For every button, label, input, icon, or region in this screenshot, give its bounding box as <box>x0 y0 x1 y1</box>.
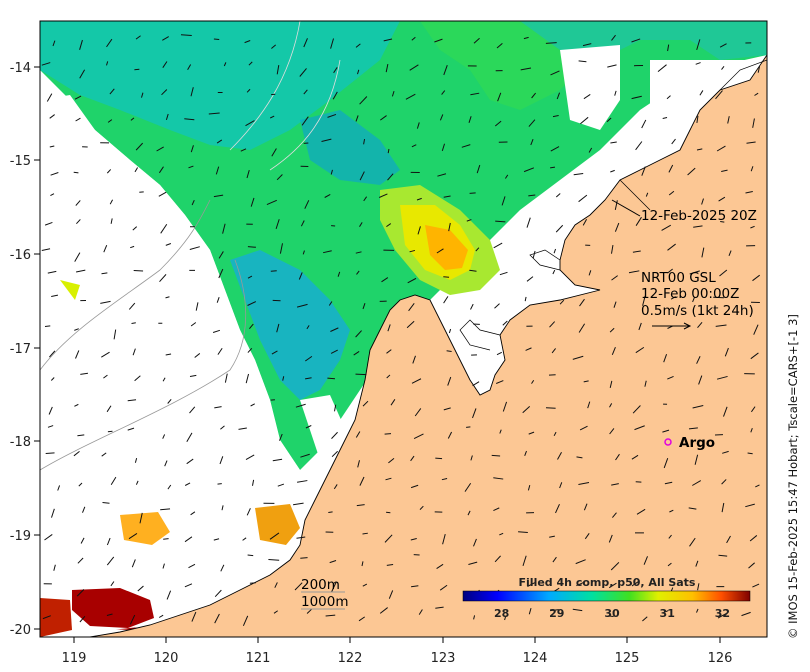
y-tick-label: -19 <box>10 529 31 544</box>
colorbar-label: 28 <box>494 607 509 620</box>
y-tick-label: -18 <box>10 435 31 450</box>
colorbar-label: 30 <box>604 607 620 620</box>
depth-1000-label: 1000m <box>301 594 349 610</box>
colorbar-labels: 28 29 30 31 32 <box>494 607 730 620</box>
colorbar-label: 31 <box>660 607 675 620</box>
date-pointer <box>611 199 641 217</box>
argo-label: Argo <box>679 435 715 451</box>
x-tick-label: 125 <box>615 651 640 666</box>
x-axis: 119 120 121 122 123 124 125 126 <box>62 637 733 666</box>
y-tick-label: -16 <box>10 248 31 263</box>
scale-arrow-icon <box>652 322 692 330</box>
colorbar-label: 29 <box>549 607 564 620</box>
gsl-line2: 12-Feb 00:00Z <box>641 286 739 302</box>
colorbar <box>462 590 751 602</box>
coast-detail <box>459 59 767 351</box>
sst-field <box>40 21 767 637</box>
x-tick-label: 124 <box>523 651 548 666</box>
map-frame <box>39 20 768 638</box>
x-tick-label: 121 <box>246 651 271 666</box>
argo-marker-icon <box>664 438 672 446</box>
y-tick-label: -15 <box>10 154 31 169</box>
land <box>89 54 767 637</box>
x-tick-label: 123 <box>431 651 456 666</box>
y-tick-label: -17 <box>10 342 31 357</box>
x-tick-label: 126 <box>708 651 733 666</box>
depth-200-label: 200m <box>301 577 340 593</box>
x-tick-label: 119 <box>62 651 87 666</box>
y-tick-label: -14 <box>10 61 31 76</box>
colorbar-label: 32 <box>715 607 730 620</box>
gsl-line3: 0.5m/s (1kt 24h) <box>641 303 754 319</box>
isobaths <box>40 21 341 471</box>
colorbar-title: Filled 4h comp, p50, All Sats <box>519 576 696 589</box>
x-tick-label: 120 <box>154 651 179 666</box>
copyright-text: © IMOS 15-Feb-2025 15:47 Hobart; Tscale=… <box>786 314 800 639</box>
x-tick-label: 122 <box>338 651 363 666</box>
gsl-line1: NRT00 GSL <box>641 270 716 286</box>
date-label: 12-Feb-2025 20Z <box>641 208 757 224</box>
current-vectors <box>41 34 761 626</box>
y-tick-label: -20 <box>10 623 31 638</box>
y-axis: -14 -15 -16 -17 -18 -19 -20 <box>10 61 40 638</box>
